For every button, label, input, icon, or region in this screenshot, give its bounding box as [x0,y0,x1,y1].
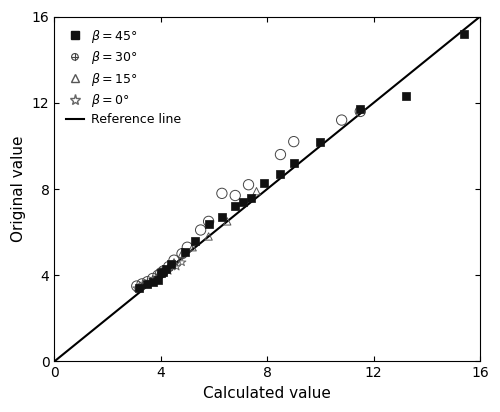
Point [276,151,284,158]
Point [156,270,164,276]
Point [402,93,409,100]
Point [231,192,239,199]
Point [231,192,239,199]
Point [154,272,162,279]
Point [178,250,186,257]
Point [144,281,152,287]
Point [247,194,255,201]
Point [154,276,162,283]
Legend: $\beta = 45°$, $\beta = 30°$, $\beta = 15°$, $\beta = 0°$, Reference line: $\beta = 45°$, $\beta = 30°$, $\beta = 1… [60,23,186,131]
Point [223,218,231,225]
Point [218,190,226,197]
Point [164,263,172,270]
Point [164,268,172,274]
Point [170,257,178,263]
Point [160,270,168,276]
Point [154,272,162,279]
Point [160,268,168,274]
Point [160,268,168,274]
Point [144,281,152,287]
Point [138,281,146,287]
Point [138,283,146,289]
Point [144,279,152,286]
Point [148,275,156,282]
Point [154,274,162,281]
Point [170,259,178,266]
X-axis label: Calculated value: Calculated value [203,386,331,401]
Point [276,171,284,177]
Point [168,261,175,268]
Point [162,265,170,272]
Point [164,263,172,270]
Point [148,275,156,282]
Point [338,117,345,123]
Point [218,190,226,197]
Point [144,279,152,285]
Point [356,108,364,115]
Point [184,244,192,250]
Point [239,199,247,205]
Point [204,220,212,227]
Point [231,203,239,210]
Point [178,250,186,257]
Point [136,283,143,289]
Point [133,283,141,289]
Point [276,151,284,158]
Point [148,276,156,283]
Point [133,283,141,289]
Point [204,233,212,240]
Point [192,237,200,244]
Point [133,285,141,291]
Point [156,270,164,276]
Point [204,218,212,225]
Point [178,259,186,266]
Point [196,227,204,233]
Point [290,138,298,145]
Point [290,160,298,166]
Point [338,117,345,123]
Point [148,276,156,283]
Point [136,285,143,291]
Point [290,138,298,145]
Point [154,272,162,279]
Point [170,257,178,263]
Point [180,248,188,255]
Point [204,218,212,225]
Point [164,263,172,270]
Point [156,270,164,276]
Point [244,181,252,188]
Point [160,269,168,275]
Y-axis label: Original value: Original value [11,136,26,242]
Point [184,244,192,250]
Point [252,188,260,194]
Point [356,106,364,112]
Point [244,181,252,188]
Point [148,279,156,285]
Point [144,279,152,285]
Point [160,268,168,274]
Point [260,179,268,186]
Point [188,244,196,250]
Point [460,30,468,37]
Point [218,214,226,220]
Point [356,108,364,115]
Point [196,227,204,233]
Point [138,281,146,287]
Point [316,138,324,145]
Point [178,250,186,257]
Point [172,263,180,270]
